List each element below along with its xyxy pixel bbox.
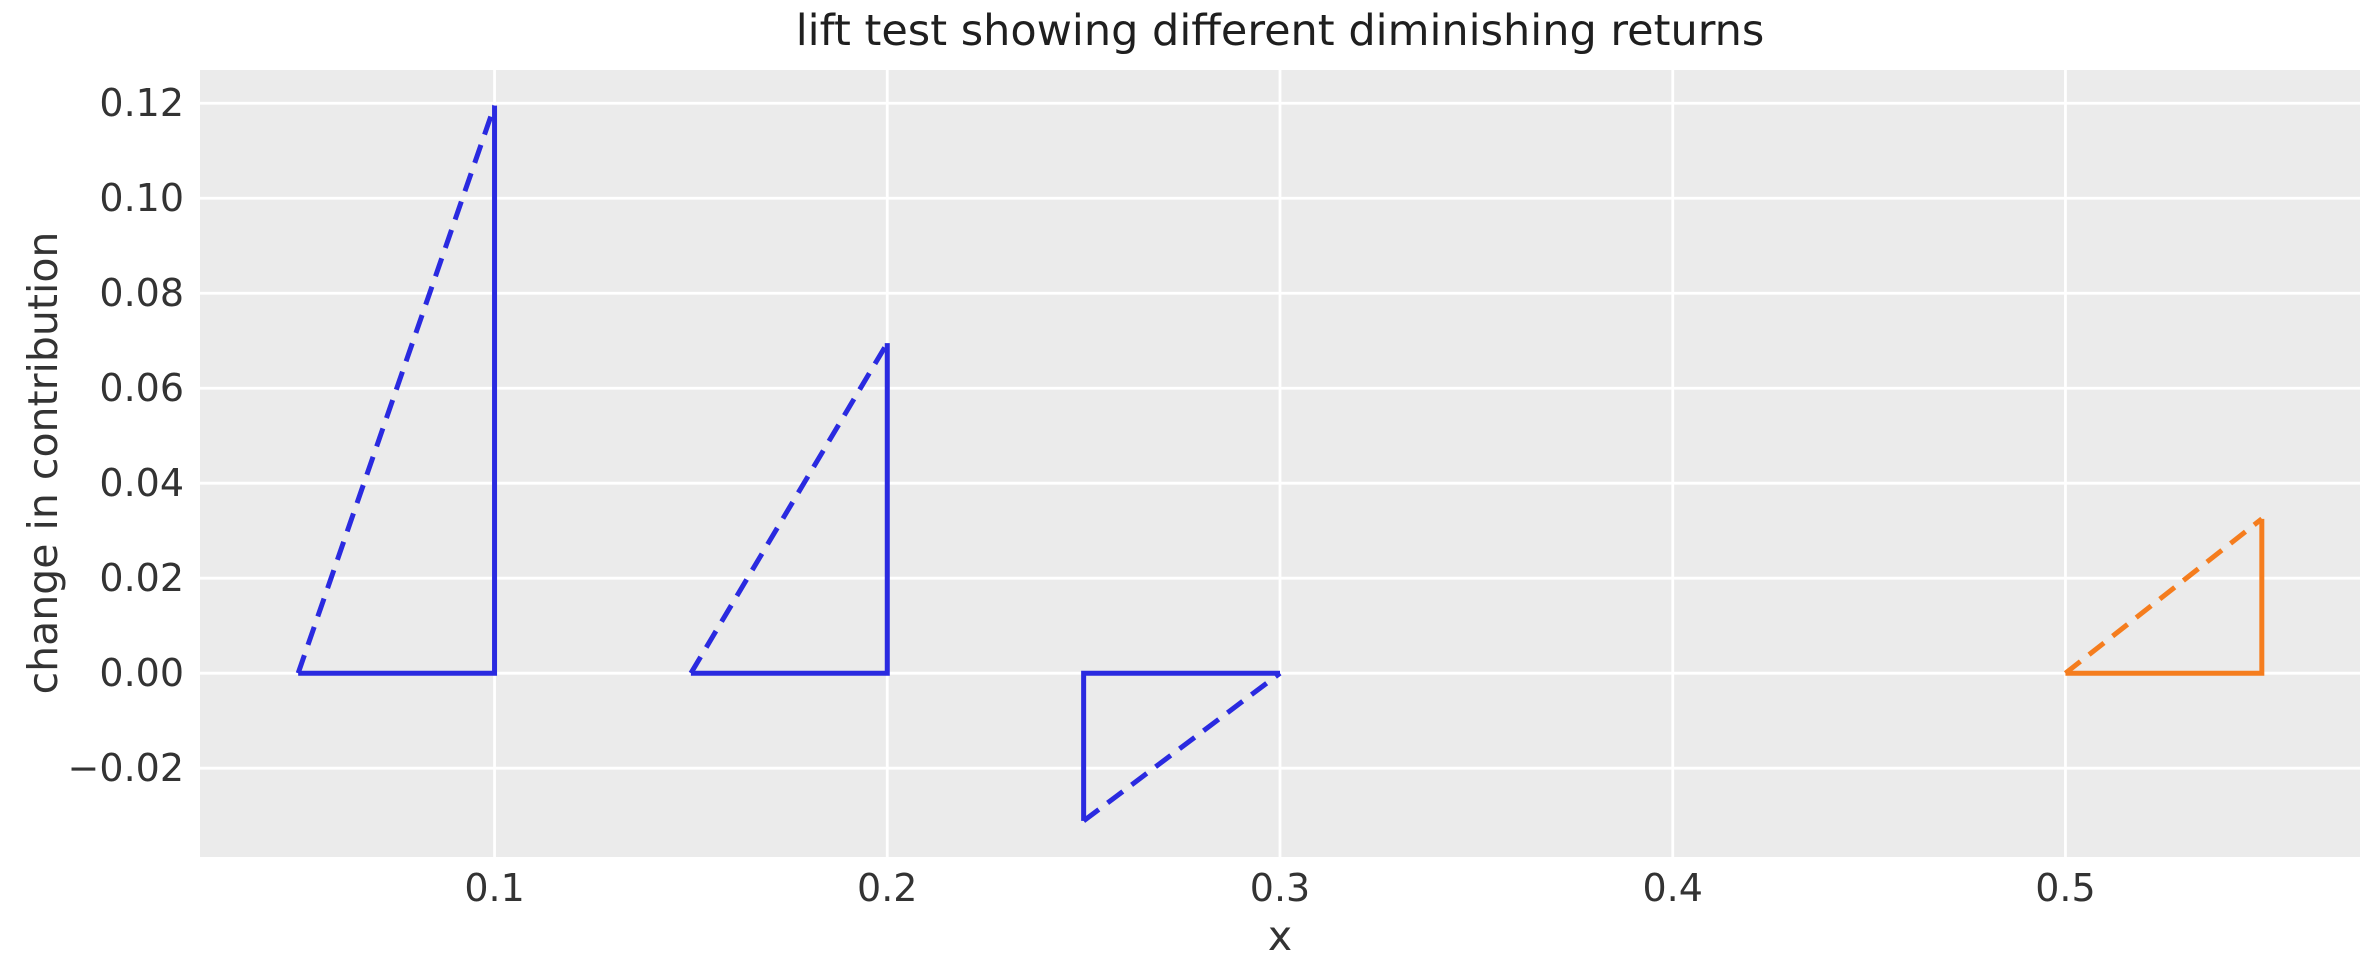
plot-area bbox=[200, 70, 2360, 857]
lift-triangle-1-dashed-hypotenuse bbox=[295, 104, 497, 675]
x-tick-label: 0.5 bbox=[2035, 866, 2096, 910]
x-tick-label: 0.1 bbox=[464, 866, 525, 910]
y-tick-label: 0.00 bbox=[99, 651, 184, 696]
y-tick-label: 0.12 bbox=[99, 81, 184, 126]
chart-title: lift test showing different diminishing … bbox=[795, 6, 1765, 56]
y-tick-label: 0.10 bbox=[99, 176, 184, 221]
lift-triangle-4-dashed-hypotenuse bbox=[2063, 516, 2264, 676]
x-tick-label: 0.3 bbox=[1249, 866, 1311, 910]
lift-triangle-4-solid-edges bbox=[2065, 518, 2265, 676]
x-tick-label: 0.4 bbox=[1642, 866, 1703, 910]
lift-triangle-2-solid-edges bbox=[690, 343, 890, 676]
lift-triangle-3-solid-edges bbox=[1081, 670, 1280, 821]
x-axis-label: x bbox=[1267, 912, 1293, 960]
y-tick-label: 0.02 bbox=[99, 556, 184, 601]
x-tick-label: 0.2 bbox=[857, 866, 918, 910]
y-tick-label: 0.08 bbox=[99, 271, 184, 316]
y-tick-label: −0.02 bbox=[67, 746, 184, 791]
lift-triangle-1-solid-edges bbox=[298, 105, 498, 676]
y-tick-label: 0.04 bbox=[99, 461, 184, 506]
lift-triangle-2-dashed-hypotenuse bbox=[688, 341, 890, 675]
y-tick-label: 0.06 bbox=[99, 366, 184, 411]
lift-triangle-3-dashed-hypotenuse bbox=[1082, 671, 1282, 823]
chart-canvas bbox=[200, 70, 2360, 857]
